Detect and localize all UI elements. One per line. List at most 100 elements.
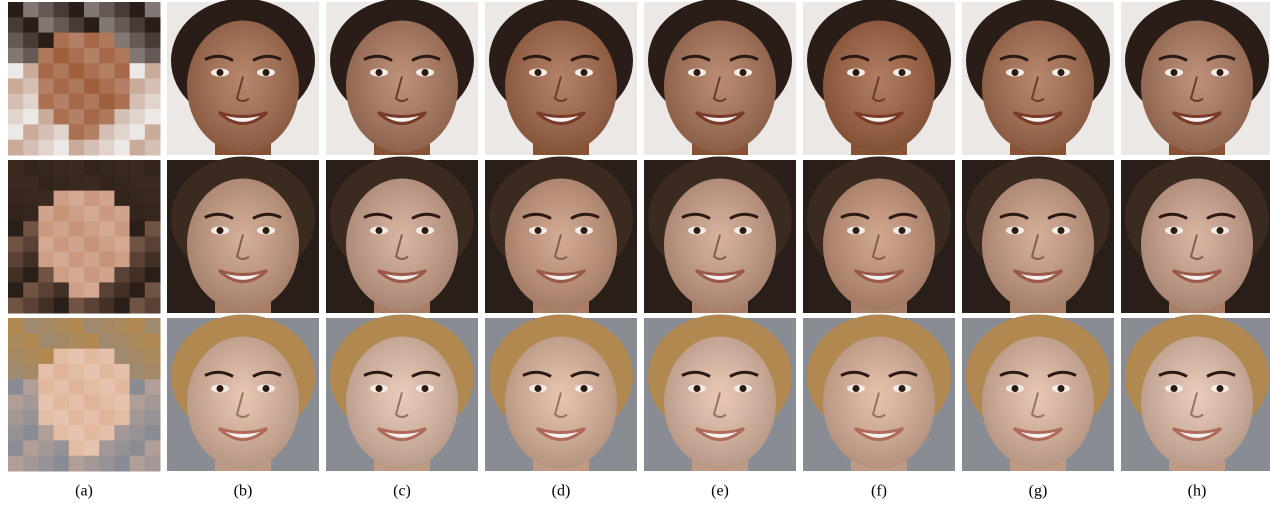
caption: (g) [1029,483,1048,500]
pupil [535,69,542,76]
pixel-block [130,140,146,156]
face-image [1121,0,1270,155]
pixel-block [84,2,100,18]
pixel-block [84,298,100,314]
face-shade [187,21,299,153]
pixel-block [130,124,146,140]
pixel-block [69,2,85,18]
pixel-block [84,221,100,237]
pixel-block [8,160,24,176]
face-shade [982,337,1094,469]
pixel-block [38,364,54,380]
face-image [1121,157,1270,314]
pixel-block [99,191,115,207]
pupil [376,227,383,234]
pixel-block [99,33,115,49]
pixel-block [38,124,54,140]
caption: (b) [234,483,253,500]
pixel-block [130,221,146,237]
pixel-block [23,349,39,365]
pixel-block [130,33,146,49]
pixel-block [114,79,130,95]
pixel-block [38,282,54,298]
face-shade [505,337,617,469]
pixel-block [145,456,161,472]
pixel-block [23,318,39,334]
face-image [167,157,319,314]
face-shade [346,179,458,311]
pixel-block [130,267,146,283]
face-shade [823,337,935,469]
pixel-block [114,379,130,395]
pixel-block [84,440,100,456]
pupil [899,227,906,234]
pixel-block [23,206,39,222]
pixel-block [99,94,115,110]
pixel-block [23,33,39,49]
pixel-block [130,160,146,176]
face-shade [346,21,458,153]
pixel-block [8,237,24,253]
pixel-block [145,221,161,237]
face-image [8,160,161,314]
page: {"figure": {"captions": ["(a)", "(b)", "… [0,0,1270,508]
pixel-block [8,124,24,140]
pixel-block [38,33,54,49]
pixel-block [23,456,39,472]
pixel-block [99,333,115,349]
pixel-block [145,175,161,191]
pixel-block [54,191,70,207]
face-shade [823,21,935,153]
pixel-block [114,410,130,426]
pupil [1012,69,1019,76]
pixel-block [38,349,54,365]
pixel-block [114,395,130,411]
face-shade [664,21,776,153]
pixel-block [99,237,115,253]
pixel-block [69,395,85,411]
face-image [644,0,796,155]
pixel-block [84,237,100,253]
pixel-block [8,425,24,441]
pupil [694,227,701,234]
pixel-block [8,206,24,222]
pixel-block [23,410,39,426]
pixel-block [23,17,39,33]
pixel-block [69,333,85,349]
pixel-block [84,124,100,140]
face-image [644,315,796,472]
pixel-block [69,94,85,110]
pixel-block [38,175,54,191]
pixel-block [99,48,115,64]
pupil [376,385,383,392]
pixel-block [54,237,70,253]
pixel-block [23,425,39,441]
pixel-block [54,379,70,395]
pixel-block [84,379,100,395]
pixel-block [38,109,54,125]
pixel-block [130,282,146,298]
pixel-block [145,2,161,18]
pixel-block [54,33,70,49]
pixel-block [130,349,146,365]
face-image [326,315,478,472]
pixel-block [23,160,39,176]
pupil [263,227,270,234]
pixel-block [114,349,130,365]
pixel-block [99,109,115,125]
pixel-block [69,33,85,49]
face-image [962,315,1114,472]
pupil [422,227,429,234]
pixel-block [145,252,161,268]
pixel-block [114,33,130,49]
pixel-block [69,237,85,253]
pixel-block [38,425,54,441]
pupil [422,69,429,76]
pupil [581,227,588,234]
pixel-block [8,364,24,380]
pupil [899,69,906,76]
pixel-block [99,124,115,140]
pupil [217,69,224,76]
pupil [1058,227,1065,234]
caption: (e) [711,483,729,500]
